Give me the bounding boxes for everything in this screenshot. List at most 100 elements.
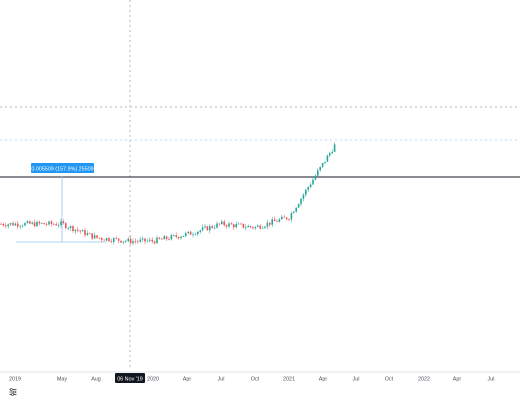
candle-body — [151, 239, 153, 242]
crosshair-date-label: 06 Nov '19 — [117, 377, 143, 383]
candle-body — [79, 230, 81, 232]
candle-body — [165, 236, 168, 239]
time-axis-tick-label: 2020 — [147, 377, 159, 383]
candle-body — [53, 223, 55, 225]
candle-body — [139, 239, 141, 242]
candle-body — [223, 221, 225, 226]
candle-body — [5, 225, 7, 227]
time-axis-tick-label: Apr — [319, 377, 328, 383]
candle-body — [281, 216, 283, 220]
candle-body — [89, 233, 91, 235]
candle-body — [103, 239, 105, 241]
candle-body — [324, 161, 326, 163]
candle-body — [305, 189, 307, 195]
candle-body — [269, 222, 271, 225]
candle-body — [38, 221, 41, 224]
candle-body — [48, 221, 50, 225]
candle-body — [173, 235, 175, 236]
candle-body — [158, 237, 161, 239]
candle-body — [309, 184, 312, 188]
candle-body — [247, 226, 249, 228]
candle-body — [60, 221, 62, 226]
candle-body — [43, 223, 45, 225]
candle-body — [185, 233, 187, 236]
candle-body — [17, 223, 19, 227]
candle-body — [314, 175, 317, 180]
candle-body — [146, 240, 149, 242]
candle-body — [197, 231, 199, 235]
candle-body — [14, 223, 17, 226]
measure-tool[interactable]: 0.005509 (157.9%) 25509 — [16, 163, 106, 243]
candle-body — [33, 222, 36, 227]
candle-body — [254, 226, 257, 229]
candle-body — [283, 216, 285, 218]
time-axis-tick-label: Apr — [183, 377, 192, 383]
candle-body — [317, 170, 319, 176]
candle-body — [285, 217, 288, 220]
measure-label: 0.005509 (157.9%) 25509 — [31, 167, 93, 173]
candle-body — [29, 221, 31, 224]
candle-body — [259, 225, 261, 229]
candle-body — [329, 153, 331, 156]
candle-body — [326, 155, 329, 162]
candle-body — [137, 241, 139, 243]
candle-body — [187, 231, 189, 234]
candle-body — [36, 221, 38, 227]
candle-body — [105, 238, 108, 241]
candle-body — [161, 238, 163, 240]
candle-body — [132, 241, 134, 244]
candle-body — [189, 231, 192, 235]
candle-body — [144, 238, 146, 242]
candle-body — [206, 226, 209, 231]
candle-body — [113, 238, 115, 242]
candles-group — [0, 142, 336, 246]
candle-body — [41, 223, 43, 224]
candle-body — [331, 151, 333, 154]
time-axis-tick-label: Oct — [385, 377, 394, 383]
candle-body — [96, 235, 98, 238]
candle-body — [175, 235, 177, 237]
candle-body — [21, 225, 24, 227]
candle-body — [127, 238, 129, 242]
time-axis-tick-label: 2022 — [418, 377, 430, 383]
candle-body — [221, 221, 223, 224]
candle-body — [45, 224, 48, 225]
candle-body — [213, 227, 216, 229]
candle-body — [72, 226, 74, 232]
candle-body — [233, 224, 235, 228]
time-axis-tick-label: Oct — [251, 377, 260, 383]
candle-body — [120, 240, 122, 243]
candle-body — [91, 233, 93, 239]
candle-body — [81, 230, 84, 232]
candle-body — [0, 223, 2, 225]
candle-body — [225, 225, 228, 227]
candle-body — [86, 233, 89, 236]
candle-body — [55, 224, 57, 226]
candle-body — [242, 223, 245, 228]
candle-body — [98, 237, 101, 239]
candle-body — [237, 223, 240, 225]
candle-body — [125, 241, 127, 242]
candle-body — [74, 229, 77, 232]
time-axis-tick-label: Jul — [488, 377, 495, 383]
candle-body — [235, 224, 237, 228]
candle-body — [2, 223, 5, 226]
candle-body — [230, 223, 233, 225]
candle-body — [108, 238, 110, 242]
candle-body — [333, 144, 336, 152]
candle-body — [156, 237, 158, 244]
candle-body — [93, 235, 96, 239]
candle-body — [69, 226, 72, 229]
measure-label-box — [31, 163, 94, 173]
candle-body — [163, 236, 165, 240]
candle-body — [302, 194, 305, 199]
time-axis-tick-label: Apr — [453, 377, 462, 383]
settings-sliders-icon[interactable] — [7, 386, 19, 398]
candle-body — [257, 225, 259, 227]
time-axis[interactable]: 2019 May Aug 2020 Apr Jul Oct 2021 Apr Jul Oct 2022… — [9, 377, 494, 383]
candle-body — [293, 211, 295, 214]
candle-body — [110, 241, 113, 242]
candle-body — [297, 204, 300, 208]
